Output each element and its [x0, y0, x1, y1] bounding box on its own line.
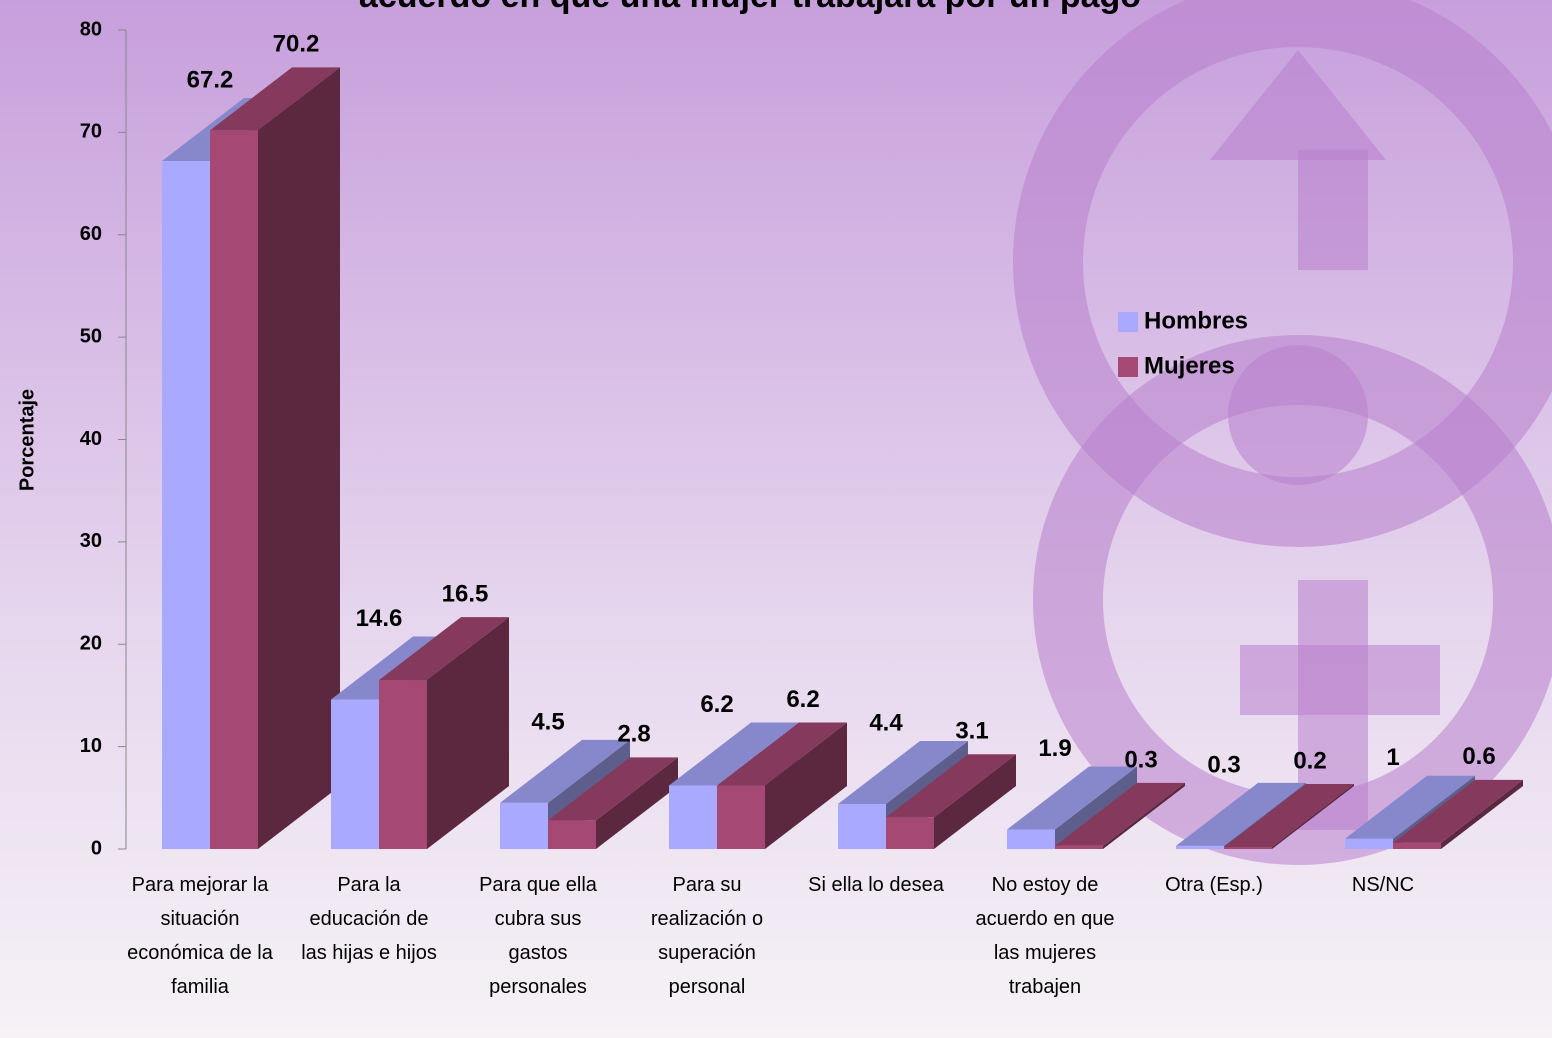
- bar-side: [258, 67, 340, 849]
- y-tick-label: 0: [91, 837, 102, 859]
- value-label: 0.6: [1462, 743, 1495, 770]
- value-label: 1: [1386, 744, 1399, 771]
- bar: [1176, 846, 1224, 849]
- value-label: 70.2: [273, 31, 320, 58]
- value-label: 0.3: [1124, 746, 1157, 773]
- bar: [162, 161, 210, 849]
- value-label: 1.9: [1038, 735, 1071, 762]
- value-label: 67.2: [187, 66, 234, 93]
- y-tick-label: 50: [80, 325, 102, 347]
- bar: [1007, 830, 1055, 849]
- value-label: 4.4: [869, 709, 903, 736]
- chart: acuerdo en que una mujer trabajara por u…: [0, 0, 1552, 1038]
- legend-swatch: [1118, 312, 1138, 332]
- y-tick-label: 80: [80, 18, 102, 40]
- y-tick-label: 60: [80, 223, 102, 245]
- bar: [1393, 843, 1441, 849]
- chart-title: acuerdo en que una mujer trabajara por u…: [359, 0, 1141, 15]
- y-tick-label: 70: [80, 121, 102, 143]
- bar: [210, 130, 258, 849]
- y-tick-label: 40: [80, 428, 102, 450]
- y-tick-label: 30: [80, 530, 102, 552]
- value-label: 16.5: [442, 580, 489, 607]
- bar: [886, 817, 934, 849]
- bar: [1345, 839, 1393, 849]
- value-label: 6.2: [786, 686, 819, 713]
- bar: [838, 804, 886, 849]
- y-tick-label: 10: [80, 735, 102, 757]
- x-tick-label: Para mejorar la situación económica de l…: [125, 868, 275, 1004]
- value-label: 0.2: [1293, 747, 1326, 774]
- value-label: 4.5: [531, 708, 564, 735]
- legend-label: Hombres: [1144, 307, 1248, 334]
- value-label: 14.6: [356, 605, 403, 632]
- value-label: 6.2: [700, 691, 733, 718]
- bar: [1055, 846, 1103, 849]
- value-label: 2.8: [617, 721, 650, 748]
- bar: [331, 700, 379, 849]
- bar: [1224, 847, 1272, 849]
- bar: [379, 680, 427, 849]
- x-tick-label: Para su realización o superación persona…: [632, 868, 782, 1004]
- x-tick-label: Otra (Esp.): [1139, 868, 1289, 902]
- y-axis-title: Porcentaje: [16, 389, 38, 491]
- x-tick-label: NS/NC: [1308, 868, 1458, 902]
- bar: [669, 786, 717, 849]
- x-tick-label: No estoy de acuerdo en que las mujeres t…: [970, 868, 1120, 1004]
- x-tick-label: Para que ella cubra sus gastos personale…: [463, 868, 613, 1004]
- background-symbol: [1048, 12, 1548, 830]
- legend-swatch: [1118, 357, 1138, 377]
- x-tick-label: Si ella lo desea: [801, 868, 951, 902]
- x-tick-label: Para la educación de las hijas e hijos: [294, 868, 444, 970]
- legend-label: Mujeres: [1144, 352, 1235, 379]
- value-label: 3.1: [955, 718, 988, 745]
- y-tick-label: 20: [80, 633, 102, 655]
- value-label: 0.3: [1207, 751, 1240, 778]
- bar: [717, 786, 765, 849]
- bar: [500, 803, 548, 849]
- bar: [548, 820, 596, 849]
